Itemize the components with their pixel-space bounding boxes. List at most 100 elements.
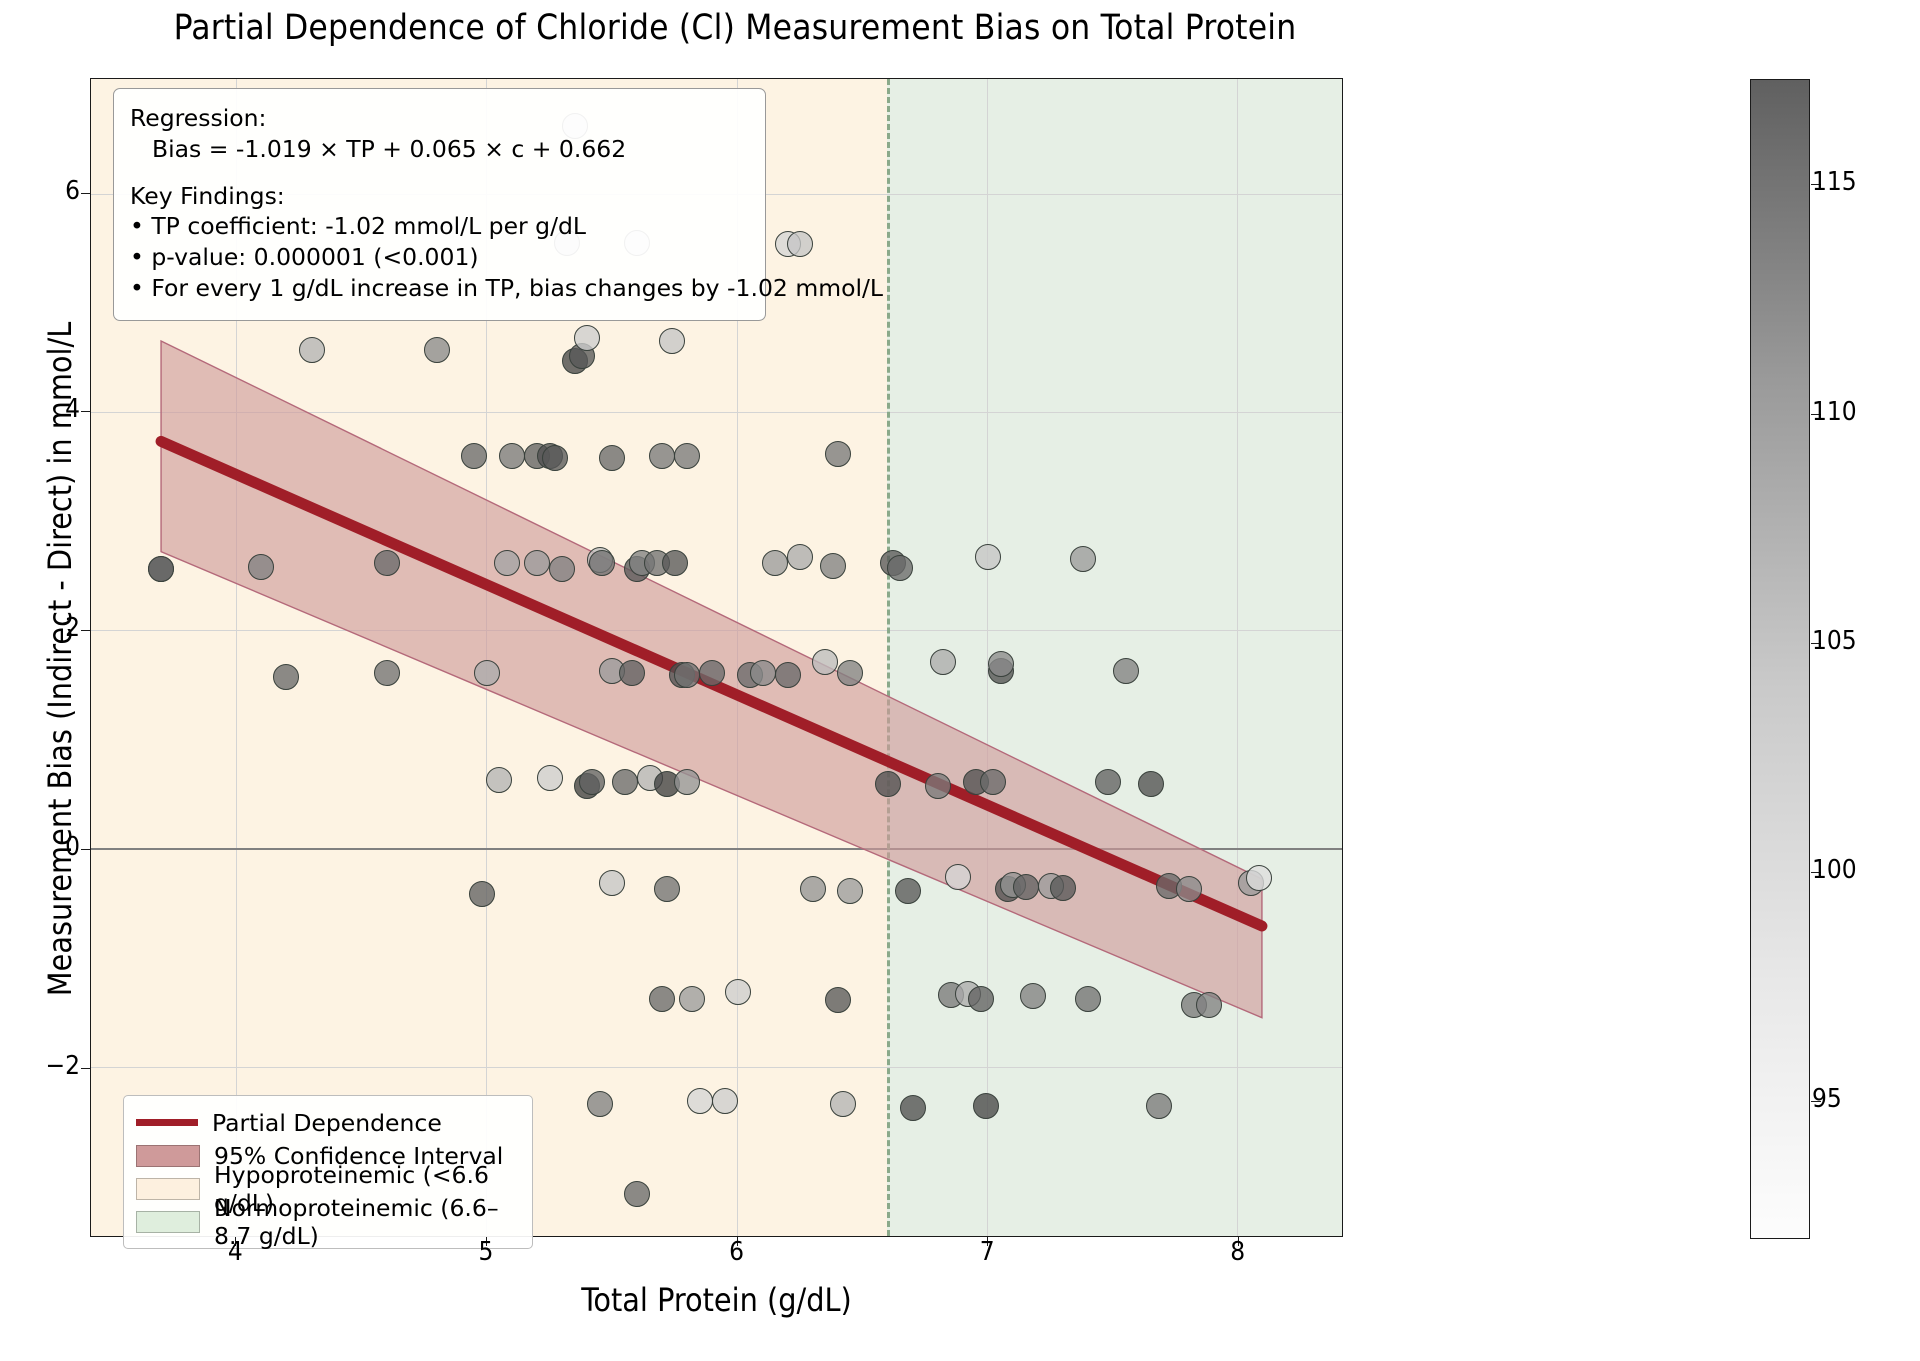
regression-equation: Bias = -1.019 × TP + 0.065 × c + 0.662 — [152, 134, 627, 163]
scatter-point — [967, 985, 994, 1012]
scatter-point — [975, 543, 1002, 570]
scatter-point — [493, 550, 520, 577]
legend-label: Partial Dependence — [212, 1108, 442, 1137]
scatter-point — [972, 1092, 999, 1119]
y-tick-label: −2 — [45, 1050, 80, 1081]
scatter-point — [468, 880, 495, 907]
legend-swatch-patch-icon — [136, 1177, 200, 1200]
scatter-point — [774, 661, 801, 688]
scatter-point — [1195, 992, 1222, 1019]
colorbar-tick-mark — [1811, 413, 1821, 415]
scatter-point — [524, 550, 551, 577]
colorbar-tick-mark — [1811, 1101, 1821, 1103]
y-tick-label: 4 — [65, 394, 80, 425]
colorbar-tick-label: 100 — [1812, 855, 1857, 886]
scatter-point — [787, 543, 814, 570]
scatter-point — [674, 443, 701, 470]
scatter-point — [373, 550, 400, 577]
gridline-y — [91, 1067, 1342, 1069]
colorbar-tick-label: 115 — [1812, 167, 1857, 198]
scatter-point — [812, 648, 839, 675]
scatter-point — [930, 648, 957, 675]
threshold-divider-line — [886, 79, 890, 1236]
scatter-point — [586, 1090, 613, 1117]
scatter-point — [819, 552, 846, 579]
scatter-point — [1020, 983, 1047, 1010]
scatter-point — [536, 764, 563, 791]
scatter-point — [837, 878, 864, 905]
gridline-x — [236, 79, 238, 1236]
x-tick-mark — [485, 1237, 487, 1246]
scatter-point — [1145, 1092, 1172, 1119]
scatter-point — [1112, 657, 1139, 684]
legend-item-hypoproteinemic: Hypoproteinemic (<6.6 g/dL) — [136, 1161, 520, 1217]
scatter-point — [148, 555, 175, 582]
scatter-point — [373, 659, 400, 686]
x-tick-mark — [987, 1237, 989, 1246]
x-tick-label: 4 — [227, 1237, 243, 1267]
scatter-point — [589, 550, 616, 577]
scatter-point — [574, 325, 601, 352]
finding-bullet-3: • For every 1 g/dL increase in TP, bias … — [130, 273, 884, 302]
scatter-point — [945, 864, 972, 891]
findings-header: Key Findings: — [130, 181, 285, 210]
legend-swatch-patch-icon — [136, 1210, 200, 1233]
scatter-point — [724, 978, 751, 1005]
scatter-point — [699, 659, 726, 686]
regression-header: Regression: — [130, 104, 267, 132]
scatter-point — [799, 876, 826, 903]
zero-reference-line — [91, 848, 1342, 851]
y-tick-mark — [81, 630, 90, 632]
x-tick-mark — [736, 1237, 738, 1246]
y-tick-mark — [81, 192, 90, 194]
scatter-point — [549, 555, 576, 582]
chart-legend: Partial Dependence 95% Confidence Interv… — [123, 1095, 533, 1250]
scatter-point — [679, 985, 706, 1012]
legend-label: 95% Confidence Interval — [214, 1141, 504, 1170]
scatter-point — [824, 986, 851, 1013]
scatter-point — [298, 337, 325, 364]
legend-swatch-patch-icon — [136, 1144, 200, 1167]
legend-swatch-line-icon — [136, 1119, 198, 1126]
scatter-point — [1050, 875, 1077, 902]
scatter-point — [611, 769, 638, 796]
y-tick-mark — [81, 848, 90, 850]
scatter-point — [925, 773, 952, 800]
scatter-point — [829, 1090, 856, 1117]
scatter-point — [599, 445, 626, 472]
y-tick-label: 6 — [65, 175, 80, 206]
chart-title: Partial Dependence of Chloride (Cl) Meas… — [173, 8, 1297, 48]
scatter-point — [674, 661, 701, 688]
scatter-point — [787, 231, 814, 258]
scatter-point — [654, 876, 681, 903]
x-tick-label: 7 — [979, 1237, 995, 1267]
gridline-y — [91, 412, 1342, 414]
scatter-point — [599, 869, 626, 896]
scatter-point — [712, 1088, 739, 1115]
y-tick-label: 0 — [65, 831, 80, 862]
scatter-point — [887, 554, 914, 581]
legend-item-confidence-interval: 95% Confidence Interval — [136, 1139, 520, 1172]
scatter-point — [579, 769, 606, 796]
region-normoproteinemic — [886, 79, 1342, 1236]
legend-item-normoproteinemic: Normoproteinemic (6.6–8.7 g/dL) — [136, 1194, 520, 1250]
scatter-point — [1138, 771, 1165, 798]
scatter-point — [1095, 769, 1122, 796]
colorbar-tick-label: 105 — [1812, 625, 1857, 656]
scatter-point — [899, 1094, 926, 1121]
scatter-point — [874, 771, 901, 798]
scatter-point — [1175, 876, 1202, 903]
finding-bullet-2: • p-value: 0.000001 (<0.001) — [130, 243, 479, 272]
colorbar-tick-label: 110 — [1812, 396, 1857, 427]
colorbar-tick-mark — [1811, 184, 1821, 186]
scatter-point — [1012, 874, 1039, 901]
scatter-point — [248, 553, 275, 580]
x-tick-mark — [1237, 1237, 1239, 1246]
scatter-point — [661, 550, 688, 577]
scatter-point — [1075, 985, 1102, 1012]
scatter-point — [894, 878, 921, 905]
scatter-point — [749, 659, 776, 686]
colorbar-tick-label: 95 — [1812, 1084, 1842, 1115]
scatter-point — [837, 659, 864, 686]
scatter-point — [619, 659, 646, 686]
